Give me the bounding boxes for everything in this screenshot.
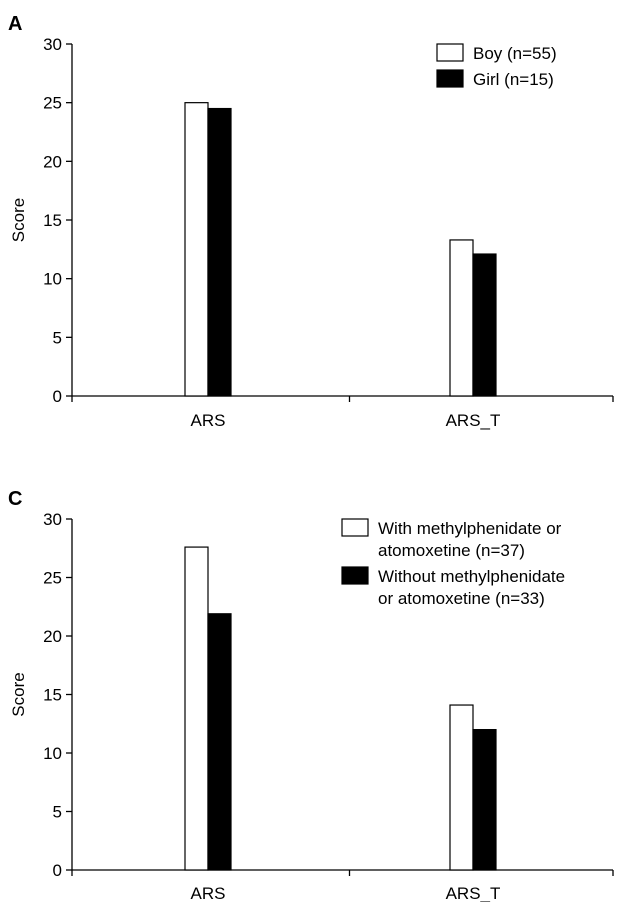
- y-tick-label: 10: [43, 270, 62, 289]
- y-tick-label: 5: [53, 803, 62, 822]
- bar-ars-t-series-1: [449, 239, 474, 397]
- legend-entry-label: Boy (n=55): [473, 44, 557, 63]
- bar-ars-series-2: [207, 613, 232, 871]
- x-category-label: ARS_T: [446, 884, 501, 902]
- x-category-label: ARS_T: [446, 411, 501, 430]
- panel-label: C: [8, 488, 22, 510]
- legend-entry-label: With methylphenidate or atomoxetine (n=37…: [378, 519, 562, 560]
- y-tick-label: 25: [43, 94, 62, 113]
- y-tick-label: 20: [43, 627, 62, 646]
- y-tick-label: 30: [43, 510, 62, 529]
- bar-ars-series-1: [184, 546, 209, 871]
- y-tick-label: 20: [43, 152, 62, 171]
- y-tick-label: 15: [43, 686, 62, 705]
- panel-label: A: [8, 13, 22, 35]
- y-tick-label: 30: [43, 35, 62, 54]
- legend-swatch: [436, 69, 464, 88]
- legend-swatch: [341, 518, 369, 537]
- bar-ars-t-series-2: [472, 253, 497, 397]
- y-axis-title: Score: [9, 198, 28, 242]
- y-tick-label: 0: [53, 387, 62, 406]
- chart-panel-a: A 0 5 10 15 20 25 30 Score ARS ARS_T Boy (n=55) Girl…: [8, 13, 614, 430]
- y-axis-title: Score: [9, 672, 28, 716]
- legend-entry-label: Girl (n=15): [473, 70, 554, 89]
- y-tick-label: 25: [43, 569, 62, 588]
- y-tick-label: 15: [43, 211, 62, 230]
- x-category-label: ARS: [191, 411, 226, 430]
- bar-ars-t-series-2: [472, 728, 497, 871]
- legend: Boy (n=55) Girl (n=15): [436, 43, 557, 89]
- x-category-label: ARS: [191, 884, 226, 902]
- legend: With methylphenidate or atomoxetine (n=37…: [341, 518, 565, 608]
- bar-ars-t-series-1: [449, 704, 474, 871]
- legend-swatch: [436, 43, 464, 62]
- y-tick-label: 0: [53, 861, 62, 880]
- y-tick-label: 10: [43, 744, 62, 763]
- chart-panel-c: C 0 5 10 15 20 25 30 Score ARS ARS_T With methylphe…: [8, 488, 614, 902]
- y-tick-label: 5: [53, 328, 62, 347]
- bar-ars-series-1: [184, 102, 209, 397]
- legend-entry-label: Without methylphenidate or atomoxetine (n…: [378, 567, 565, 608]
- bar-ars-series-2: [207, 107, 232, 397]
- legend-swatch: [341, 566, 369, 585]
